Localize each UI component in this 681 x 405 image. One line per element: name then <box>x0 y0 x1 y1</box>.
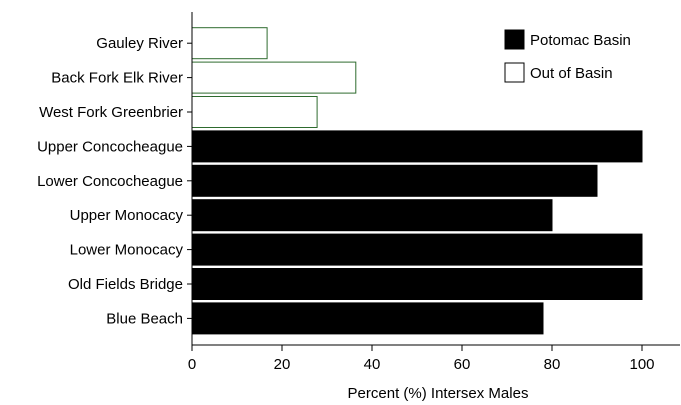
bar-west-fork-greenbrier <box>191 96 318 128</box>
legend: Potomac Basin Out of Basin <box>504 29 631 83</box>
bar-back-fork-elk-river <box>191 61 357 94</box>
x-tick-label: 20 <box>274 356 291 373</box>
category-label: Back Fork Elk River <box>51 70 183 87</box>
bar-gauley-river <box>191 27 268 60</box>
category-labels: Gauley River Back Fork Elk River West Fork… <box>37 35 192 327</box>
category-label: West Fork Greenbrier <box>39 104 183 121</box>
x-tick-label: 60 <box>454 356 471 373</box>
category-label: Gauley River <box>96 35 183 52</box>
category-label: Lower Monocacy <box>70 242 184 259</box>
bar-old-fields-bridge <box>191 268 643 300</box>
x-tick-label: 0 <box>188 356 196 373</box>
legend-swatch-potomac-basin <box>504 29 525 50</box>
category-label: Blue Beach <box>106 310 183 327</box>
bar-upper-monocacy <box>191 199 553 232</box>
bars-group <box>191 27 643 335</box>
category-label: Upper Concocheague <box>37 138 183 155</box>
x-tick-label: 80 <box>544 356 561 373</box>
category-label: Old Fields Bridge <box>68 276 183 293</box>
legend-swatch-out-of-basin <box>504 62 525 83</box>
x-tick-label: 100 <box>629 356 654 373</box>
axes-group <box>191 12 680 346</box>
x-axis-label: Percent (%) Intersex Males <box>348 385 529 402</box>
bar-lower-monocacy <box>191 233 643 266</box>
category-label: Lower Concocheague <box>37 173 183 190</box>
category-label: Upper Monocacy <box>70 207 184 224</box>
legend-label: Out of Basin <box>530 65 613 82</box>
x-ticks: 0 20 40 60 80 100 <box>188 345 655 373</box>
legend-label: Potomac Basin <box>530 32 631 49</box>
bar-blue-beach <box>191 302 544 335</box>
x-tick-label: 40 <box>364 356 381 373</box>
bar-upper-concocheague <box>191 130 643 163</box>
bar-lower-concocheague <box>191 164 598 197</box>
